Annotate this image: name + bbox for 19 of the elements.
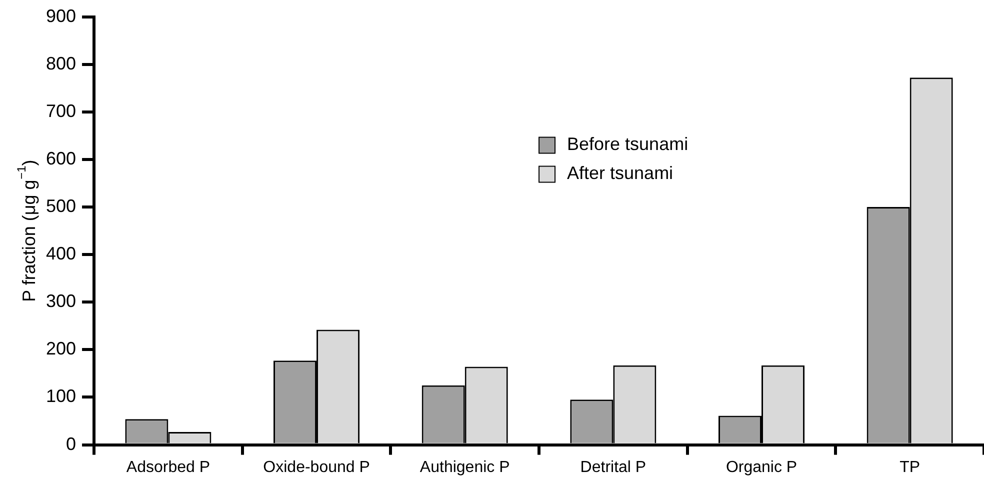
x-tick-label: Detrital P <box>580 458 646 476</box>
y-tick-label: 500 <box>46 196 76 216</box>
y-tick-label: 300 <box>46 291 76 312</box>
x-tick-label: Adsorbed P <box>126 458 210 476</box>
y-tick-label: 400 <box>46 244 76 264</box>
x-tick-label: Oxide-bound P <box>263 458 370 476</box>
legend-label: After tsunami <box>567 163 674 184</box>
y-tick-label: 900 <box>46 6 76 26</box>
y-tick-label: 600 <box>46 148 76 168</box>
legend-label: Before tsunami <box>567 134 688 154</box>
y-tick-label: 0 <box>66 434 76 454</box>
y-tick-label: 800 <box>46 53 76 74</box>
x-tick-label: Authigenic P <box>420 458 510 476</box>
y-axis-title: P fraction (μg g−1) <box>14 160 39 302</box>
x-tick-label: TP <box>900 458 920 476</box>
y-tick-label: 200 <box>46 338 76 359</box>
y-tick-label: 700 <box>46 100 76 121</box>
y-tick-label: 100 <box>46 386 76 406</box>
x-tick-label: Organic P <box>726 458 798 476</box>
